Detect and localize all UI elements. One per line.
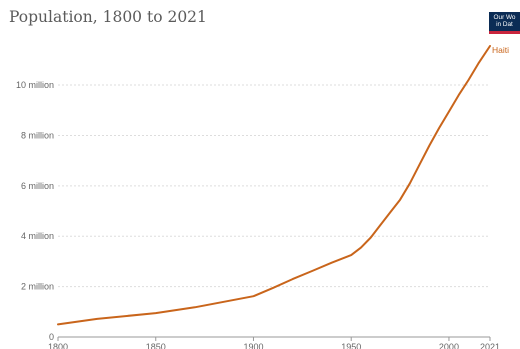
y-tick-label: 6 million [21,181,54,191]
x-tick-label: 1950 [341,342,361,349]
owid-logo[interactable]: Our Wo in Dat [489,12,520,34]
x-tick-label: 1850 [146,342,166,349]
series-label-haiti: Haiti [492,45,509,55]
x-tick-label: 1800 [48,342,68,349]
y-tick-label: 10 million [16,80,54,90]
logo-line-2: in Dat [496,21,513,28]
x-tick-label: 2000 [439,342,459,349]
y-tick-label: 0 [49,332,54,342]
y-tick-label: 8 million [21,130,54,140]
logo-line-1: Our Wo [493,14,516,21]
x-tick-label: 2021 [480,342,500,349]
y-tick-label: 4 million [21,231,54,241]
chart-title: Population, 1800 to 2021 [9,8,207,26]
series-line-haiti [57,45,491,326]
x-tick-label: 1900 [243,342,263,349]
y-tick-label: 2 million [21,282,54,292]
